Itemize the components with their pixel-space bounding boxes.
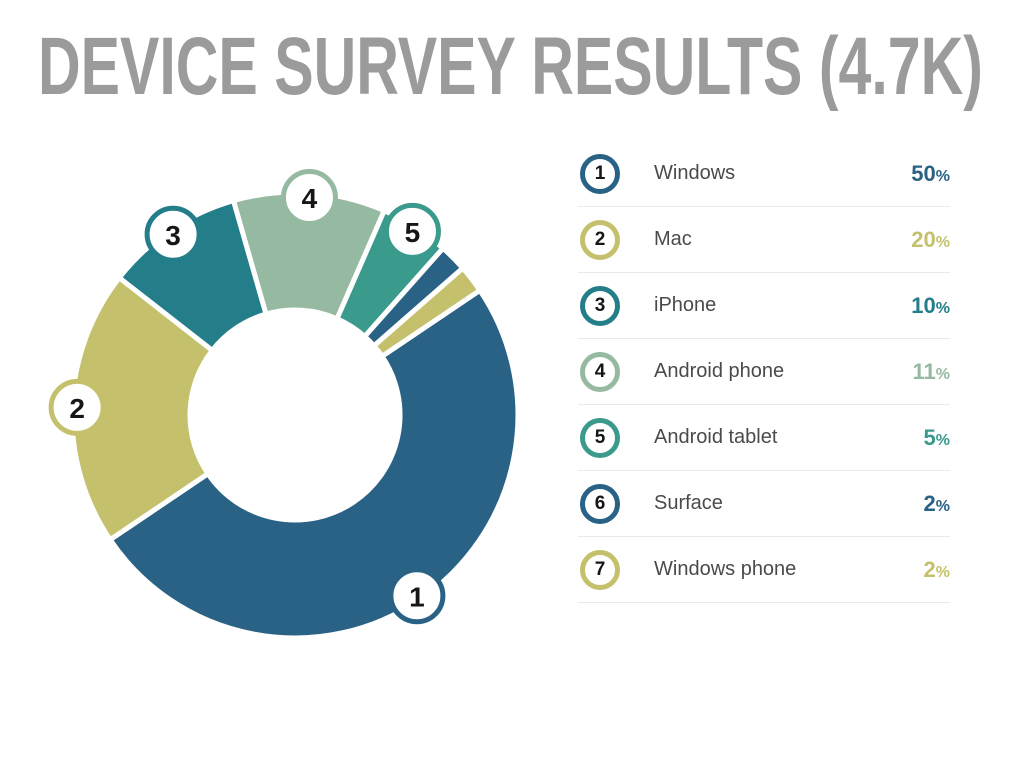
legend-value: 11%: [912, 358, 951, 384]
legend-label: Android tablet: [654, 426, 778, 448]
legend-label: Mac: [654, 228, 692, 250]
chart-legend: 1 Windows 50% 2 Mac 20% 3 iPhone 10% 4 A…: [578, 141, 950, 603]
percent-sign: %: [935, 299, 950, 317]
slice-number-badge-3: 3: [144, 205, 202, 263]
legend-label: Surface: [654, 492, 723, 514]
percent-sign: %: [935, 431, 950, 449]
legend-row: 1 Windows 50%: [578, 141, 950, 207]
legend-rank-badge: 2: [580, 219, 620, 260]
legend-rank-badge: 5: [580, 417, 620, 458]
svg-text:2: 2: [69, 393, 85, 424]
percent-sign: %: [935, 497, 950, 515]
legend-label: iPhone: [654, 294, 717, 316]
slice-number-badge-2: 2: [48, 378, 106, 436]
slice-number-badge-1: 1: [388, 567, 446, 625]
legend-row: 2 Mac 20%: [578, 207, 950, 273]
legend-row: 7 Windows phone 2%: [578, 537, 950, 603]
legend-value: 10%: [911, 292, 950, 318]
legend-row: 3 iPhone 10%: [578, 273, 950, 339]
legend-row: 6 Surface 2%: [578, 471, 950, 537]
legend-value: 2%: [923, 490, 950, 516]
legend-rank-badge: 3: [580, 285, 620, 326]
legend-rank-badge: 7: [580, 549, 620, 590]
slice-number-badge-5: 5: [383, 202, 441, 260]
legend-row: 5 Android tablet 5%: [578, 405, 950, 471]
legend-rank-badge: 1: [580, 153, 620, 194]
legend-label: Android phone: [654, 360, 785, 382]
svg-text:1: 1: [409, 581, 425, 612]
slice-windows-phone: [370, 264, 484, 360]
legend-row: 4 Android phone 11%: [578, 339, 950, 405]
donut-chart: 1 2 3 4 5: [40, 160, 560, 680]
percent-sign: %: [935, 365, 950, 383]
slice-number-badge-4: 4: [280, 168, 338, 226]
legend-value: 50%: [911, 160, 950, 186]
legend-value: 2%: [923, 556, 950, 582]
svg-text:3: 3: [165, 220, 181, 251]
slice-windows: [106, 286, 521, 641]
legend-label: Windows phone: [654, 558, 797, 580]
slice-mac: [69, 274, 216, 544]
legend-value: 20%: [911, 226, 950, 252]
svg-text:5: 5: [405, 217, 421, 248]
percent-sign: %: [935, 563, 950, 581]
svg-text:4: 4: [302, 183, 318, 214]
legend-label: Windows: [654, 162, 736, 184]
legend-rank-badge: 6: [580, 483, 620, 524]
percent-sign: %: [935, 233, 950, 251]
legend-rank-badge: 4: [580, 351, 620, 392]
page-title: DEVICE SURVEY RESULTS (4.7K): [38, 21, 983, 112]
legend-value: 5%: [923, 424, 950, 450]
percent-sign: %: [935, 167, 950, 185]
